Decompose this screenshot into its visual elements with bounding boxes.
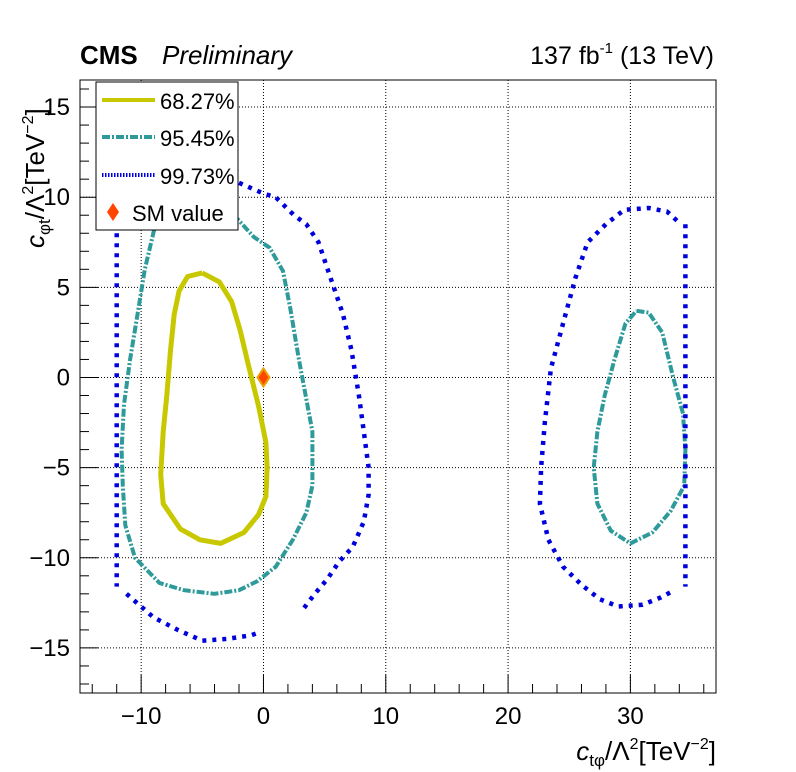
- y-tick-label: 10: [43, 184, 70, 211]
- x-tick-label: 0: [257, 703, 270, 730]
- x-tick-label: 30: [617, 703, 644, 730]
- contour-95-45-segment-0: [119, 189, 315, 596]
- y-tick-label: −5: [43, 455, 70, 482]
- legend-label-sm: SM value: [132, 201, 224, 226]
- lumi-label: 137 fb-1 (13 TeV): [530, 40, 714, 70]
- sm-value-marker: [256, 366, 271, 389]
- y-tick-label: 5: [57, 274, 70, 301]
- y-tick-label: −15: [29, 635, 70, 662]
- x-axis-title: ctφ/Λ2[TeV−2]: [576, 736, 716, 770]
- contour-99-73-segment-5: [537, 205, 679, 609]
- axis-ticks: [80, 88, 705, 693]
- legend-box: [95, 81, 239, 231]
- y-tick-label: 15: [43, 94, 70, 121]
- legend-label-68: 68.27%: [160, 89, 235, 114]
- x-tick-label: 10: [372, 703, 399, 730]
- points: [256, 366, 271, 389]
- contour-series: [114, 166, 688, 643]
- legend-label-99: 99.73%: [160, 164, 235, 189]
- legend-label-95: 95.45%: [160, 126, 235, 151]
- x-tick-label: −10: [121, 703, 162, 730]
- contour-99-73-segment-2: [238, 180, 371, 610]
- legend: 68.27% 95.45% 99.73% SM value: [95, 81, 239, 231]
- plot-frame: [79, 79, 717, 694]
- x-tick-label: 20: [495, 703, 522, 730]
- contour-68-27-segment-0: [158, 270, 270, 546]
- y-axis-title: cφt/Λ2[TeV−2]: [20, 108, 54, 248]
- tick-labels: −10 0 10 20 30 −15 −10 −5 0 5 10 15: [29, 94, 643, 730]
- y-tick-label: −10: [29, 545, 70, 572]
- legend-marker-sm: [107, 203, 119, 221]
- y-tick-label: 0: [57, 364, 70, 391]
- status-label: Preliminary: [162, 40, 294, 70]
- experiment-label: CMS: [80, 40, 138, 70]
- contour-95-45-segment-1: [591, 308, 688, 546]
